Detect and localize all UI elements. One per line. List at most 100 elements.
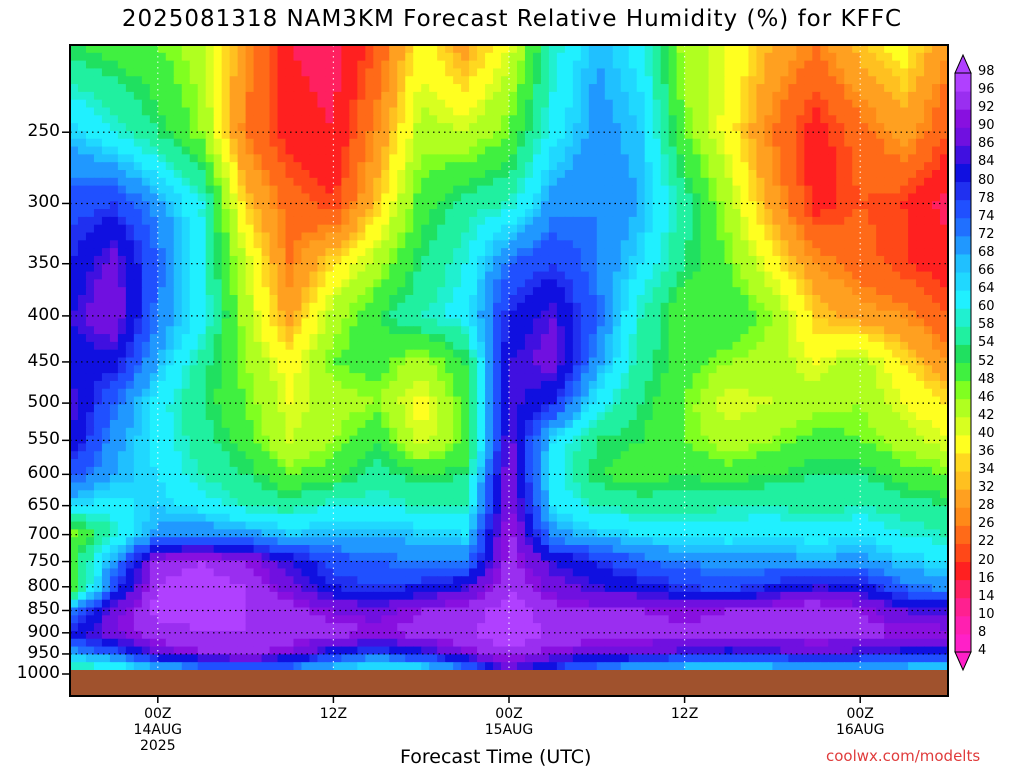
rh-cell (772, 271, 781, 280)
rh-cell (277, 396, 287, 405)
rh-cell (421, 107, 430, 116)
rh-cell (277, 68, 287, 77)
rh-cell (940, 76, 948, 85)
rh-cell (740, 357, 750, 366)
rh-cell (221, 45, 231, 54)
rh-cell (932, 224, 941, 234)
rh-cell (724, 279, 734, 288)
rh-cell (580, 45, 590, 54)
rh-cell (213, 295, 223, 304)
rh-cell (884, 388, 893, 398)
rh-cell (532, 263, 542, 273)
rh-cell (509, 45, 518, 54)
rh-cell (125, 138, 135, 148)
rh-cell (205, 201, 215, 210)
rh-cell (716, 302, 726, 312)
rh-cell (125, 341, 135, 351)
rh-cell (924, 326, 933, 335)
rh-cell (269, 279, 279, 288)
rh-cell (293, 334, 303, 343)
rh-cell (836, 279, 845, 288)
rh-cell (125, 185, 135, 195)
rh-cell (493, 279, 502, 288)
rh-cell (740, 326, 750, 335)
rh-cell (732, 185, 742, 195)
rh-cell (716, 99, 726, 109)
rh-cell (173, 365, 183, 374)
rh-cell (540, 60, 550, 70)
rh-cell (580, 373, 590, 382)
rh-cell (421, 271, 430, 280)
rh-cell (205, 396, 215, 405)
rh-cell (516, 201, 526, 210)
rh-cell (301, 209, 311, 218)
rh-cell (181, 295, 191, 304)
rh-cell (916, 271, 925, 280)
rh-cell (149, 170, 159, 179)
rh-cell (373, 279, 382, 288)
rh-cell (868, 60, 877, 70)
rh-cell (101, 84, 111, 93)
rh-cell (405, 255, 414, 265)
rh-cell (133, 52, 143, 62)
rh-cell (181, 255, 191, 265)
rh-cell (277, 255, 287, 265)
rh-cell (221, 123, 231, 132)
rh-cell (548, 326, 558, 335)
rh-cell (445, 146, 454, 155)
rh-cell (636, 216, 646, 226)
rh-cell (109, 224, 119, 234)
rh-cell (493, 177, 502, 187)
rh-cell (868, 99, 877, 109)
rh-cell (892, 341, 901, 351)
rh-cell (596, 123, 606, 132)
rh-cell (213, 209, 223, 218)
rh-cell (197, 91, 207, 101)
rh-cell (812, 357, 821, 366)
rh-cell (381, 263, 390, 273)
rh-cell (221, 349, 231, 359)
rh-cell (612, 271, 622, 280)
rh-cell (285, 302, 295, 312)
rh-cell (884, 287, 893, 296)
rh-cell (876, 373, 885, 382)
rh-cell (852, 232, 861, 241)
rh-cell (221, 130, 231, 140)
rh-cell (796, 326, 805, 335)
rh-cell (788, 76, 797, 85)
rh-cell (77, 162, 87, 171)
rh-cell (181, 232, 191, 241)
rh-cell (189, 326, 199, 335)
rh-cell (173, 287, 183, 296)
rh-cell (485, 326, 494, 335)
rh-cell (820, 224, 829, 234)
rh-cell (357, 310, 366, 320)
rh-cell (101, 52, 111, 62)
rh-cell (213, 52, 223, 62)
rh-cell (620, 130, 630, 140)
rh-cell (876, 209, 885, 218)
rh-cell (125, 295, 135, 304)
rh-cell (868, 365, 877, 374)
rh-cell (836, 295, 845, 304)
rh-cell (708, 224, 718, 234)
rh-cell (445, 107, 454, 116)
rh-cell (413, 232, 422, 241)
rh-cell (532, 193, 542, 202)
rh-cell (740, 177, 750, 187)
rh-cell (868, 185, 877, 195)
rh-cell (173, 263, 183, 273)
rh-cell (916, 341, 925, 351)
rh-cell (924, 287, 933, 296)
rh-cell (229, 130, 239, 140)
rh-cell (636, 130, 646, 140)
rh-cell (157, 146, 167, 155)
rh-cell (732, 123, 742, 132)
rh-cell (556, 263, 566, 273)
rh-cell (596, 334, 606, 343)
rh-cell (852, 295, 861, 304)
rh-cell (133, 154, 143, 163)
rh-cell (445, 373, 454, 382)
rh-cell (916, 216, 925, 226)
rh-cell (229, 271, 239, 280)
